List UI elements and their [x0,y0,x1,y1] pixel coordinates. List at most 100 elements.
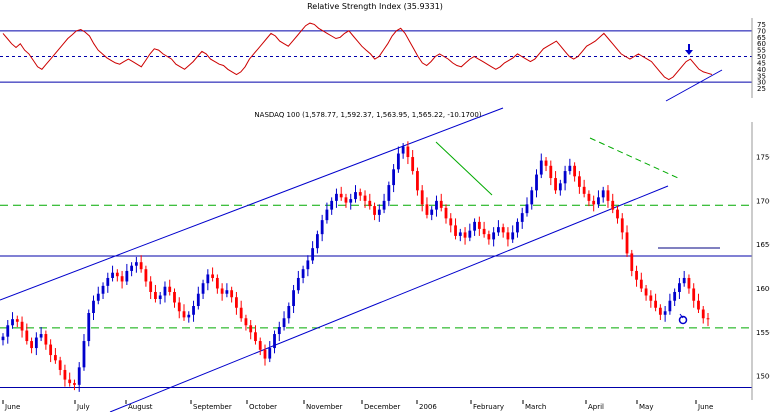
candle [82,334,86,371]
candle-body [420,190,424,205]
candle [544,157,548,172]
candle [492,227,496,247]
candle [473,218,476,236]
rsi-tick-label: 50 [757,53,766,61]
candle-body [663,311,667,315]
candle-body [182,311,186,318]
candle [192,300,195,322]
candle [454,218,457,240]
candle [349,193,353,210]
candle-body [554,178,557,191]
candle [87,309,91,347]
candle-body [497,227,500,233]
candle-body [268,348,272,359]
candle [325,202,329,224]
candle-body [368,200,372,207]
candle-body [53,355,57,361]
candle [230,286,234,303]
candle-body [201,283,205,294]
x-tick-label: March [525,403,546,411]
candle [430,206,434,221]
candle-body [430,209,434,215]
rsi-tick-label: 35 [757,72,766,80]
candle [163,281,167,303]
candle [306,255,310,277]
candle-body [477,221,481,229]
candle-body [163,286,167,296]
candle [235,291,238,315]
price-marker-icon [678,313,688,325]
price-title: NASDAQ 100 (1,578.77, 1,592.37, 1,563.95… [254,111,481,119]
candle [254,325,257,345]
candle-body [492,232,496,240]
candle-body [58,360,62,370]
price-dashed-trendlines [435,137,679,196]
candle [239,300,243,322]
candle-body [96,293,100,301]
candle-body [387,185,391,201]
candle-body [706,318,710,320]
candle [68,372,72,387]
candle [244,314,248,331]
candle-body [658,307,662,315]
candle [330,197,334,215]
candle-body [120,276,124,282]
candle [601,186,605,203]
candle-body [77,367,81,385]
candle-body [258,341,262,350]
candle-body [63,369,67,380]
rsi-panel: Relative Strength Index (35.9331) 253035… [0,2,766,102]
price-tick-label: 1750 [756,154,770,162]
candle [697,293,700,314]
candle [477,216,481,236]
candle [125,263,129,285]
rsi-tick-label: 70 [757,27,766,35]
rsi-series [2,22,713,81]
candle [258,337,262,356]
candle [58,356,62,376]
candle-body [15,319,19,322]
candle-body [439,200,443,208]
candle-body [301,269,305,278]
candle-body [187,314,191,318]
x-axis-labels: June July August September October November De… [2,400,713,411]
candle [25,323,29,345]
candle-body [44,334,48,345]
candle [115,269,119,282]
candle [144,265,148,287]
candle [668,293,672,315]
candle-body [411,157,415,172]
rsi-tick-label: 55 [757,47,766,55]
candle [463,227,467,245]
candle [215,274,219,294]
candle [539,153,543,179]
candle-body [68,379,72,384]
candle-body [273,334,276,349]
candle-body [215,277,219,289]
candle-body [549,165,553,179]
candle [449,213,453,233]
candle-body [139,262,143,270]
candle [501,223,505,238]
candle [287,302,291,324]
candle [706,313,710,327]
candle [320,214,324,242]
candle [315,230,319,254]
candle [106,272,110,293]
candle [439,193,443,212]
candle [11,312,14,329]
candle-body [692,288,696,301]
candle [644,284,648,301]
candle-body [444,207,448,219]
candle [168,279,172,296]
candle-body [525,204,529,214]
candle [1,333,5,346]
candle-body [263,349,267,359]
candle-body [239,307,243,319]
candle [554,171,557,194]
candle-body [558,183,562,191]
candle-body [630,253,634,271]
candle [516,218,519,238]
candle [630,249,634,277]
